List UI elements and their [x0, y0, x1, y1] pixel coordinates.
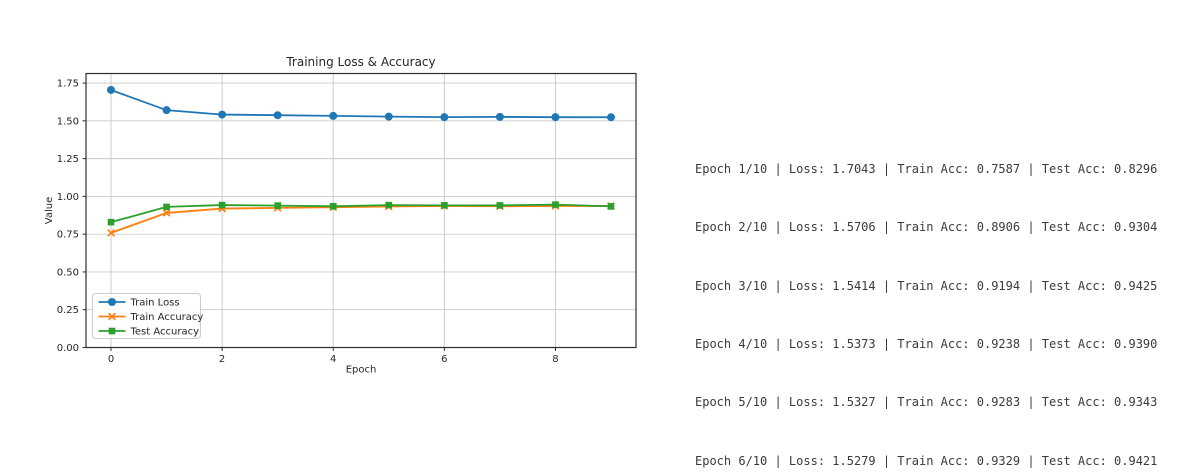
- series-marker-train-loss: [607, 113, 615, 122]
- x-tick-label: 6: [441, 354, 447, 365]
- legend-label-train-accuracy: Train Accuracy: [130, 312, 204, 323]
- epoch-log: Epoch 1/10 | Loss: 1.7043 | Train Acc: 0…: [695, 121, 1165, 473]
- x-tick-label: 2: [219, 354, 225, 365]
- series-marker-train-loss: [495, 112, 504, 121]
- series-marker-train-loss: [218, 110, 227, 119]
- training-chart-figure: 0 2 4 6 8 0.00 0.25 0.50 0.75 1.00 1.25 1.50 1.75 Tra…: [0, 0, 672, 400]
- series-marker-test-accuracy: [163, 203, 170, 211]
- epoch-log-line-6: Epoch 6/10 | Loss: 1.5279 | Train Acc: 0…: [695, 453, 1158, 468]
- series-marker-train-loss: [440, 113, 449, 122]
- x-tick-label: 8: [552, 354, 558, 365]
- y-tick-label: 0.25: [57, 305, 79, 316]
- y-tick-label: 0.50: [57, 267, 79, 278]
- series-marker-test-accuracy: [107, 218, 115, 226]
- legend-label-train-loss: Train Loss: [130, 298, 180, 309]
- epoch-log-line-2: Epoch 2/10 | Loss: 1.5706 | Train Acc: 0…: [695, 220, 1158, 235]
- series-marker-test-accuracy: [552, 201, 559, 208]
- legend-marker-train-loss: [108, 298, 116, 306]
- series-marker-train-loss: [273, 111, 282, 120]
- plot-border: [85, 72, 637, 349]
- training-chart: 0 2 4 6 8 0.00 0.25 0.50 0.75 1.00 1.25 1.50 1.75 Tra…: [44, 55, 637, 376]
- series-marker-train-accuracy: [162, 209, 171, 217]
- epoch-log-line-3: Epoch 3/10 | Loss: 1.5414 | Train Acc: 0…: [695, 278, 1158, 293]
- series-line-test-accuracy: [110, 203, 612, 224]
- y-tick-label: 0.75: [57, 230, 79, 241]
- series-line-train-accuracy: [110, 205, 612, 234]
- y-axis-label: Value: [44, 197, 55, 224]
- series-marker-test-accuracy: [274, 202, 281, 209]
- epoch-log-line-4: Epoch 4/10 | Loss: 1.5373 | Train Acc: 0…: [695, 336, 1158, 351]
- series-marker-test-accuracy: [385, 201, 393, 209]
- y-tick-label: 0.00: [57, 343, 79, 354]
- x-tick-label: 0: [108, 354, 114, 365]
- series-marker-test-accuracy: [496, 202, 504, 209]
- series-marker-test-accuracy: [607, 203, 615, 210]
- x-axis-label: Epoch: [346, 365, 377, 376]
- y-tick-label: 1.00: [57, 192, 79, 203]
- epoch-log-line-5: Epoch 5/10 | Loss: 1.5327 | Train Acc: 0…: [695, 395, 1158, 410]
- series-marker-test-accuracy: [441, 202, 448, 209]
- chart-title: Training Loss & Accuracy: [285, 55, 435, 69]
- series-marker-train-loss: [329, 111, 338, 120]
- y-tick-label: 1.25: [57, 154, 79, 165]
- legend-marker-test-accuracy: [108, 327, 116, 335]
- y-tick-label: 1.50: [57, 116, 79, 127]
- series-marker-train-loss: [384, 112, 393, 121]
- legend-marker-train-accuracy: [108, 312, 116, 321]
- series-marker-train-accuracy: [107, 228, 115, 237]
- series-marker-test-accuracy: [218, 201, 226, 209]
- series-marker-train-loss: [162, 106, 171, 115]
- legend-box: [92, 293, 201, 339]
- y-tick-label: 1.75: [57, 79, 79, 90]
- epoch-log-line-1: Epoch 1/10 | Loss: 1.7043 | Train Acc: 0…: [695, 161, 1158, 176]
- series-marker-train-loss: [551, 113, 560, 122]
- x-tick-label: 4: [330, 354, 336, 365]
- legend-label-test-accuracy: Test Accuracy: [130, 327, 200, 338]
- series-marker-test-accuracy: [329, 203, 337, 210]
- series-line-train-loss: [110, 89, 612, 119]
- series-marker-train-loss: [107, 85, 115, 94]
